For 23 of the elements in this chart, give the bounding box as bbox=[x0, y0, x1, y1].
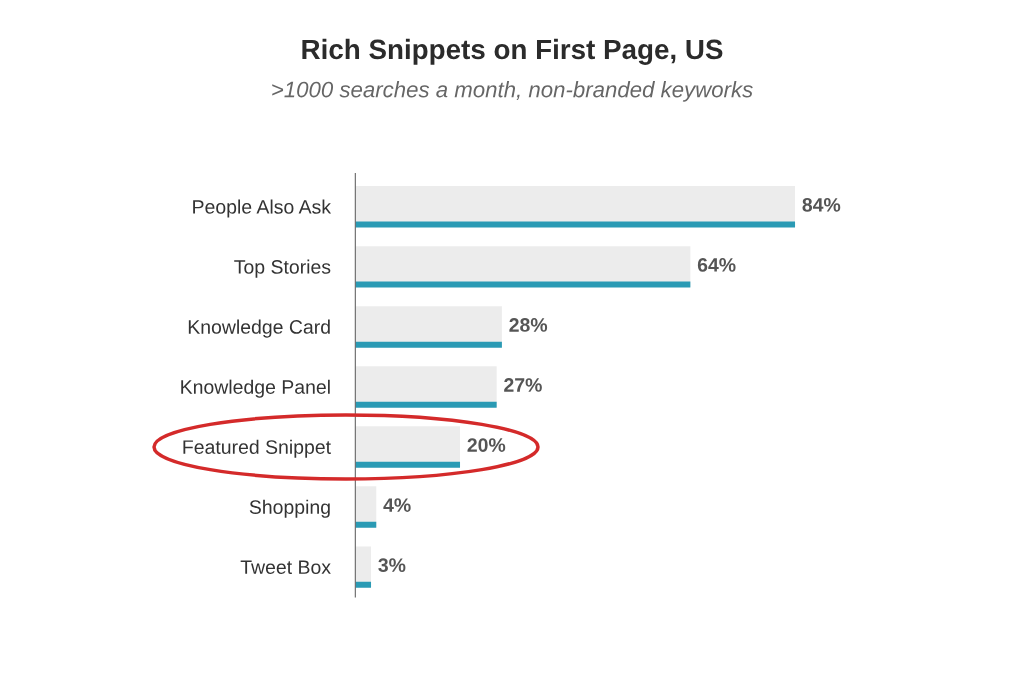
chart-subtitle: >1000 searches a month, non-branded keyworks bbox=[272, 81, 753, 102]
bar bbox=[355, 281, 691, 288]
bar bbox=[355, 581, 372, 588]
bar bbox=[355, 341, 502, 348]
bar bbox=[355, 461, 461, 468]
data-label: 28% bbox=[509, 318, 548, 332]
y-tick-label: Knowledge Panel bbox=[181, 379, 330, 398]
bar bbox=[355, 521, 377, 528]
bar bbox=[355, 401, 497, 408]
data-label: 4% bbox=[383, 498, 411, 512]
data-label: 20% bbox=[467, 438, 506, 452]
y-tick-label: Shopping bbox=[249, 499, 330, 518]
data-label: 3% bbox=[378, 558, 406, 573]
data-label: 64% bbox=[697, 258, 736, 272]
y-tick-label: People Also Ask bbox=[193, 199, 332, 218]
y-tick-label: Top Stories bbox=[234, 259, 331, 278]
data-label: 84% bbox=[802, 197, 841, 212]
y-tick-label: Featured Snippet bbox=[183, 439, 331, 458]
chart-title: Rich Snippets on First Page, US bbox=[302, 38, 723, 65]
y-tick-label: Tweet Box bbox=[240, 560, 331, 575]
data-label: 27% bbox=[504, 378, 542, 392]
y-tick-label: Knowledge Card bbox=[188, 319, 330, 338]
bar bbox=[355, 221, 796, 228]
